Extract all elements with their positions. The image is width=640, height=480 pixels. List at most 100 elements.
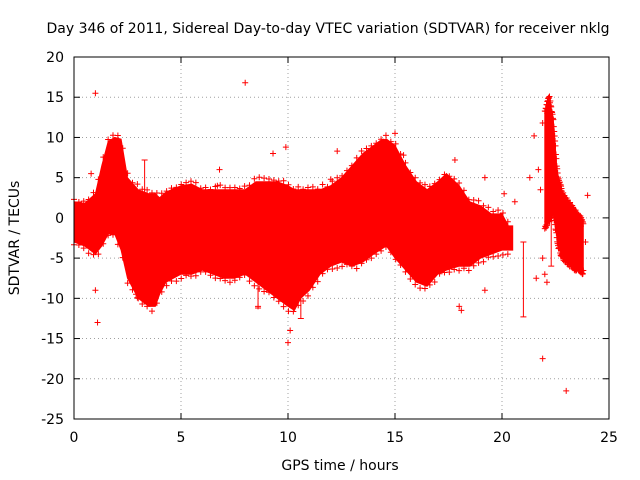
edge-point bbox=[187, 178, 194, 185]
edge-point bbox=[504, 251, 511, 258]
plot-frame bbox=[73, 56, 610, 420]
edge-point bbox=[304, 184, 311, 191]
edge-point bbox=[222, 277, 229, 284]
edge-point bbox=[226, 279, 233, 286]
edge-point bbox=[353, 154, 360, 161]
edge-point bbox=[153, 300, 160, 307]
edge-point bbox=[178, 181, 185, 188]
edge-point bbox=[309, 284, 316, 291]
error-bar bbox=[548, 124, 555, 267]
outlier-point bbox=[92, 90, 99, 97]
outlier-point bbox=[526, 174, 533, 181]
outlier-point bbox=[451, 156, 458, 163]
edge-point bbox=[100, 154, 107, 161]
edge-point bbox=[382, 244, 389, 251]
edge-point bbox=[314, 278, 321, 285]
edge-point bbox=[148, 308, 155, 315]
edge-point bbox=[246, 182, 253, 189]
edge-point bbox=[285, 181, 292, 188]
edge-point bbox=[246, 278, 253, 285]
edge-point bbox=[304, 292, 311, 299]
edge-point bbox=[378, 136, 385, 143]
edge-point bbox=[499, 251, 506, 258]
tick-label-layer: 0 5 10 15 20 25 -25 -20 -15 -10 -5 0 5 10 15 20 bbox=[41, 50, 618, 446]
edge-point bbox=[339, 172, 346, 179]
edge-point bbox=[546, 93, 553, 100]
edge-point bbox=[470, 262, 477, 269]
edge-point bbox=[431, 278, 438, 285]
edge-point bbox=[80, 198, 87, 205]
edge-point bbox=[358, 260, 365, 267]
edge-point bbox=[382, 132, 389, 139]
chart-title: Day 346 of 2011, Sidereal Day-to-day VTE… bbox=[47, 21, 610, 37]
edge-point bbox=[358, 147, 365, 154]
edge-point bbox=[495, 252, 502, 259]
y-tick-label: -20 bbox=[41, 372, 64, 388]
edge-point bbox=[460, 187, 467, 194]
x-axis-label: GPS time / hours bbox=[281, 458, 398, 474]
edge-point bbox=[334, 264, 341, 271]
edge-point bbox=[256, 285, 263, 292]
edge-point bbox=[236, 185, 243, 192]
x-tick-label: 0 bbox=[70, 430, 79, 446]
outlier-point bbox=[88, 170, 95, 177]
edge-point bbox=[368, 142, 375, 149]
edge-point bbox=[119, 145, 126, 152]
edge-point bbox=[552, 142, 559, 149]
edge-point bbox=[124, 170, 131, 177]
outlier-point bbox=[582, 239, 589, 246]
edge-point bbox=[446, 269, 453, 276]
edge-point bbox=[339, 263, 346, 270]
y-tick-label: 15 bbox=[46, 90, 64, 106]
edge-point bbox=[456, 267, 463, 274]
outlier-point bbox=[255, 303, 262, 310]
edge-point bbox=[178, 275, 185, 282]
edge-point bbox=[378, 247, 385, 254]
edge-point bbox=[397, 151, 404, 158]
outlier-point bbox=[511, 198, 518, 205]
edge-point bbox=[192, 272, 199, 279]
edge-point bbox=[451, 175, 458, 182]
edge-point bbox=[105, 232, 112, 239]
edge-point bbox=[446, 173, 453, 180]
outlier-point bbox=[539, 255, 546, 262]
edge-point bbox=[241, 183, 248, 190]
edge-point bbox=[290, 308, 297, 315]
edge-point bbox=[114, 132, 121, 139]
edge-point bbox=[387, 138, 394, 145]
outlier-point bbox=[334, 148, 341, 155]
y-tick-label: -25 bbox=[41, 412, 64, 428]
outlier-point bbox=[539, 119, 546, 126]
outlier-point bbox=[287, 327, 294, 334]
edge-point bbox=[173, 278, 180, 285]
edge-point bbox=[490, 253, 497, 260]
outlier-point bbox=[537, 186, 544, 193]
edge-point bbox=[387, 249, 394, 256]
edge-point bbox=[75, 198, 82, 205]
outlier-point bbox=[282, 144, 289, 151]
outlier-point bbox=[242, 79, 249, 86]
outlier-point bbox=[563, 387, 570, 394]
edge-point bbox=[251, 282, 258, 289]
edge-point bbox=[412, 174, 419, 181]
y-axis-label: SDTVAR / TECUs bbox=[7, 181, 23, 296]
outlier-point bbox=[285, 339, 291, 346]
edge-point bbox=[158, 190, 165, 197]
error-bar bbox=[297, 265, 304, 319]
error-bar bbox=[141, 159, 148, 251]
edge-point bbox=[183, 272, 190, 279]
edge-point bbox=[217, 275, 224, 282]
edge-point bbox=[236, 274, 243, 281]
edge-point bbox=[109, 231, 116, 238]
edge-point bbox=[451, 266, 458, 273]
edge-point bbox=[280, 177, 287, 184]
edge-point bbox=[119, 254, 126, 261]
edge-point bbox=[504, 218, 511, 225]
outlier-point bbox=[135, 295, 142, 302]
edge-point bbox=[353, 265, 360, 272]
edge-point bbox=[373, 251, 380, 258]
y-tick-label: 5 bbox=[55, 171, 64, 187]
y-tick-label: 20 bbox=[46, 50, 64, 66]
data-band-main bbox=[73, 136, 514, 312]
